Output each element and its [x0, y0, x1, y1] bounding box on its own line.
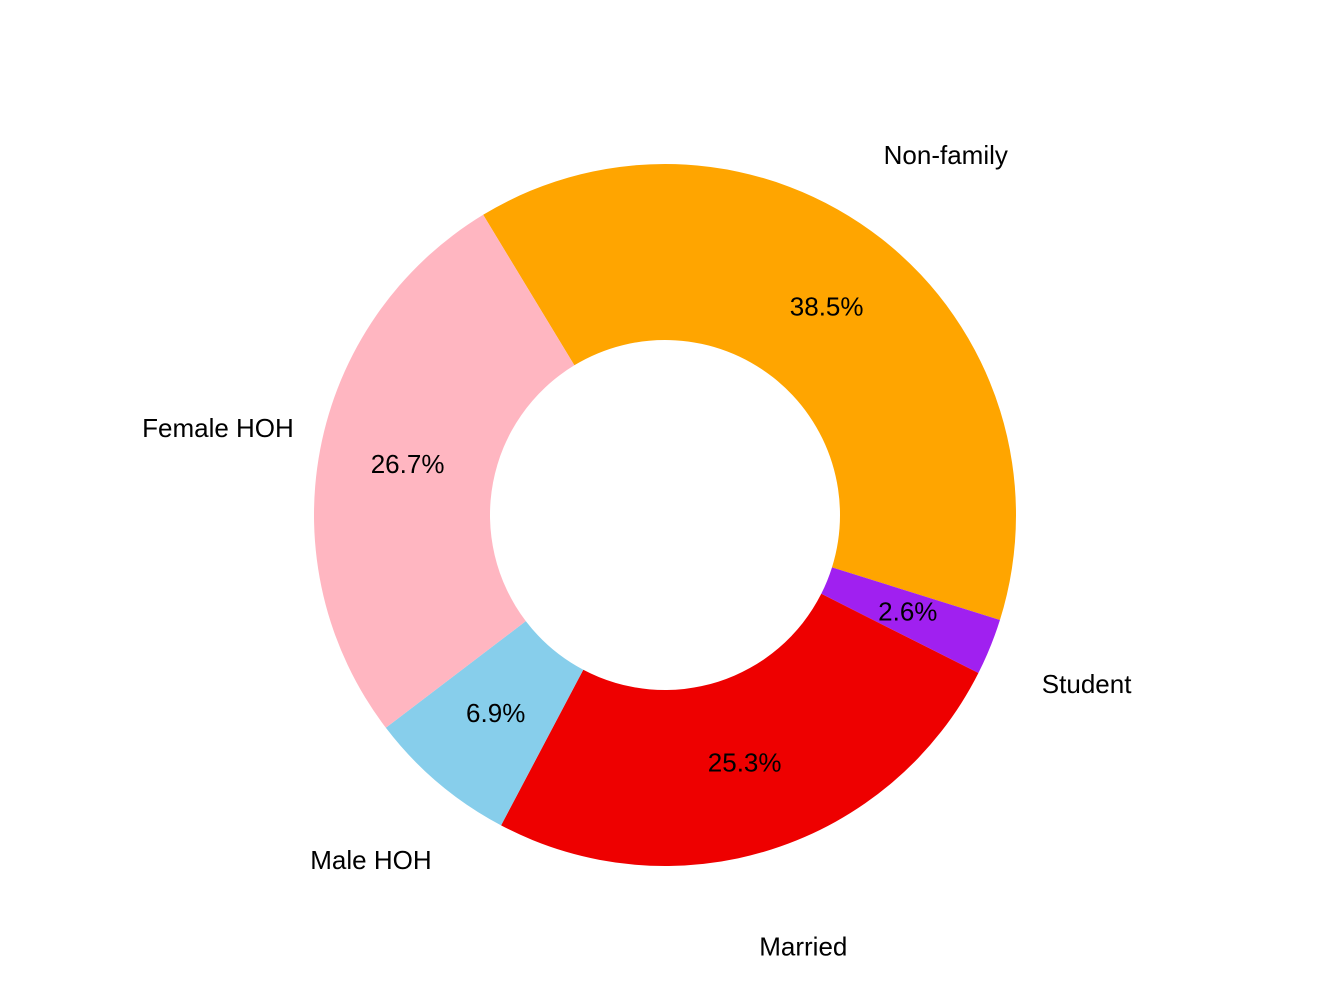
donut-slice	[385, 621, 584, 826]
donut-slice	[821, 567, 1000, 674]
category-label: Student	[1042, 669, 1132, 699]
value-label: 6.9%	[466, 698, 525, 728]
value-label: 25.3%	[708, 747, 782, 777]
category-label: Female HOH	[142, 413, 294, 443]
category-label: Married	[759, 931, 847, 961]
donut-slice	[483, 164, 1017, 620]
value-label: 26.7%	[371, 449, 445, 479]
donut-slice	[501, 593, 979, 866]
category-label: Male HOH	[310, 845, 431, 875]
category-label: Non-family	[884, 140, 1008, 170]
donut-slice	[313, 214, 575, 728]
value-label: 2.6%	[878, 596, 937, 626]
value-label: 38.5%	[790, 292, 864, 322]
